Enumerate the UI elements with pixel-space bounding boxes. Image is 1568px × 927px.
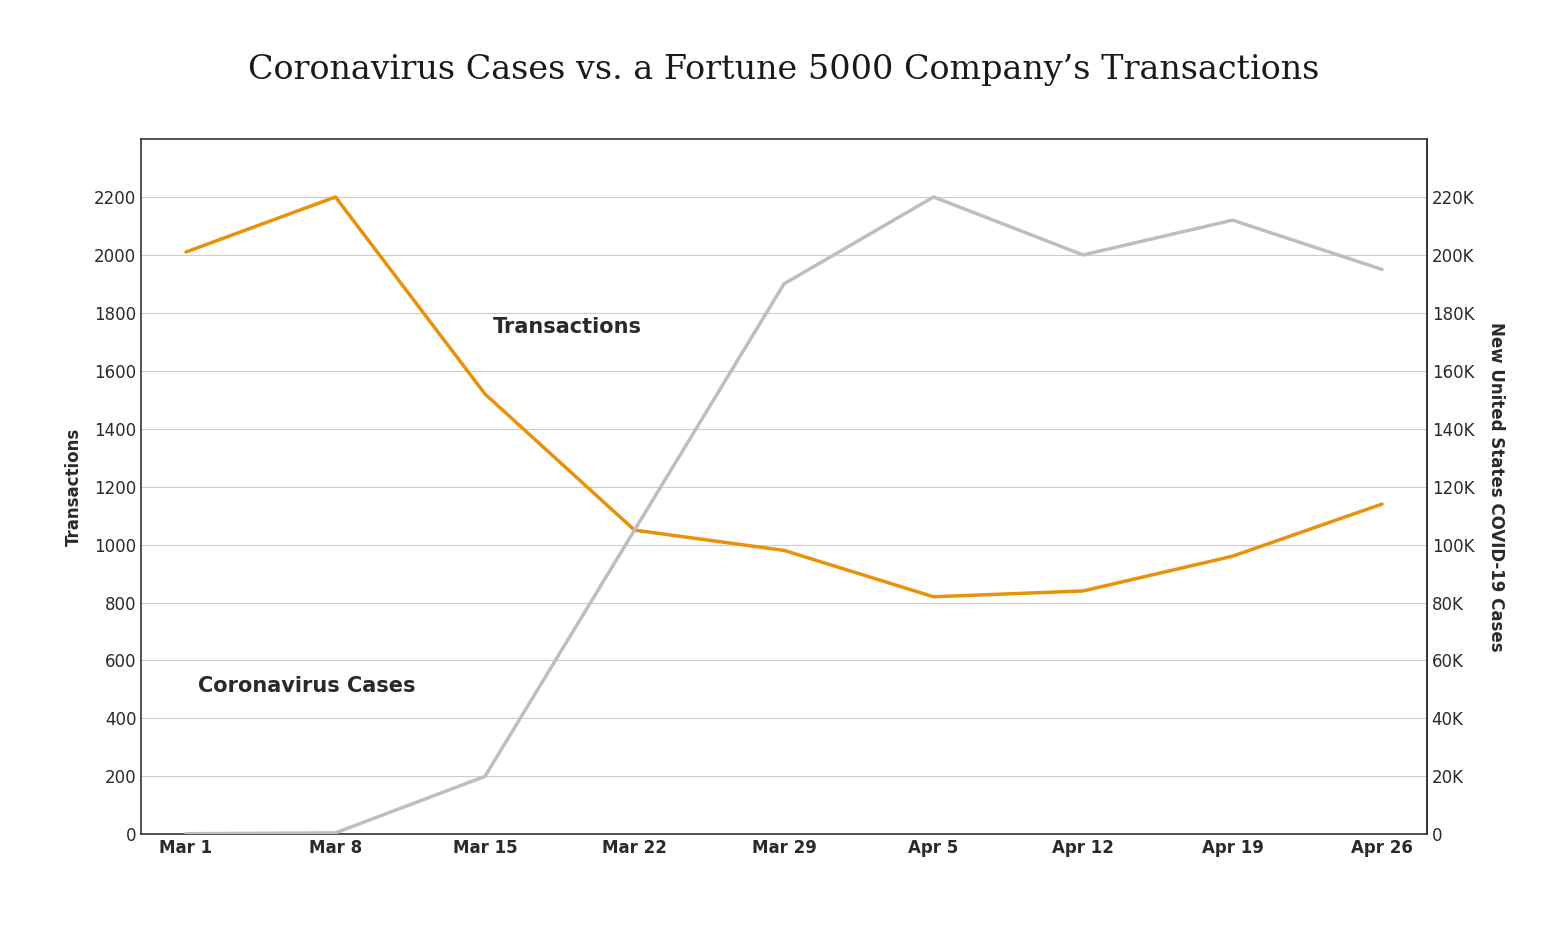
Text: Coronavirus Cases vs. a Fortune 5000 Company’s Transactions: Coronavirus Cases vs. a Fortune 5000 Com… xyxy=(248,54,1320,85)
Y-axis label: New United States COVID-19 Cases: New United States COVID-19 Cases xyxy=(1486,322,1505,652)
Text: Coronavirus Cases: Coronavirus Cases xyxy=(198,677,416,696)
Text: Transactions: Transactions xyxy=(492,317,641,337)
Y-axis label: Transactions: Transactions xyxy=(64,427,83,546)
